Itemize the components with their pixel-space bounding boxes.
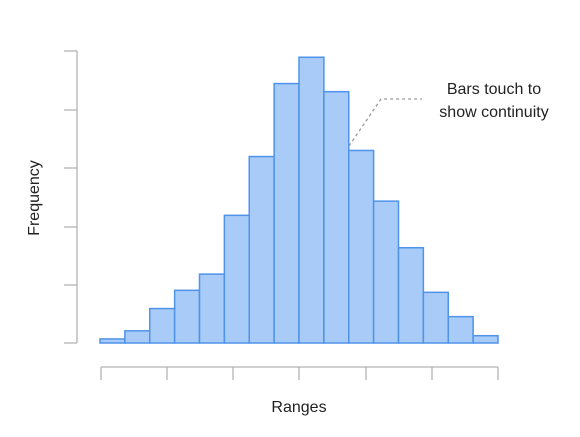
histogram-bar-9 (298, 56, 325, 344)
histogram-bar-5 (198, 273, 226, 344)
histogram-bar-7 (248, 155, 275, 344)
y-axis (64, 50, 78, 344)
histogram-bar-10 (323, 90, 350, 344)
annotation-line-1: Bars touch to (447, 81, 541, 98)
annotation-leader (348, 98, 422, 147)
x-axis (100, 366, 499, 380)
histogram-bar-13 (397, 246, 425, 344)
bars (99, 56, 499, 344)
annotation-line-2: show continuity (439, 104, 548, 121)
x-axis-label: Ranges (271, 399, 326, 416)
y-axis-label: Frequency (26, 160, 43, 236)
histogram-bar-14 (422, 291, 449, 344)
histogram-bar-15 (447, 315, 474, 344)
histogram-bar-1 (99, 338, 126, 344)
histogram-bar-2 (124, 330, 151, 344)
histogram-bar-11 (348, 149, 375, 344)
histogram-bar-12 (372, 200, 400, 344)
histogram-bar-3 (149, 307, 176, 344)
histogram-bar-8 (273, 82, 300, 344)
histogram-bar-4 (173, 289, 201, 344)
histogram-bar-16 (472, 334, 499, 344)
histogram-bar-6 (223, 214, 250, 344)
